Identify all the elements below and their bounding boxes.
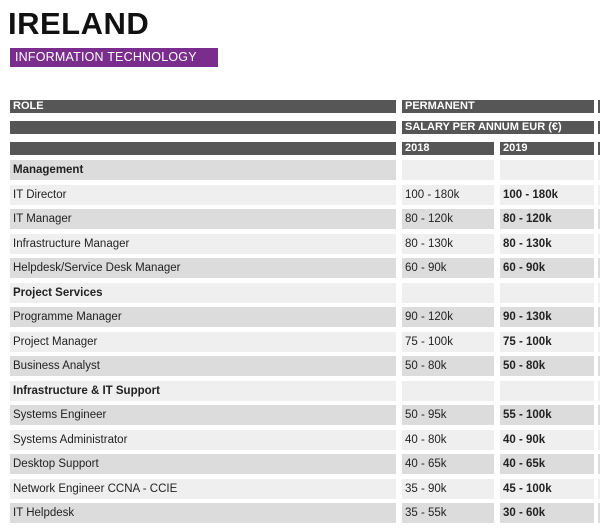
row-edge xyxy=(598,160,600,180)
row-edge xyxy=(598,454,600,474)
role-cell: Desktop Support xyxy=(10,454,396,474)
salary-cell: 40 - 65k xyxy=(402,454,494,474)
header-edge xyxy=(598,121,600,134)
role-cell: IT Director xyxy=(10,184,396,205)
role-cell: Project Manager xyxy=(10,331,396,352)
row-edge xyxy=(598,307,600,327)
salary-cell: 90 - 120k xyxy=(402,307,494,327)
role-cell: IT Manager xyxy=(10,209,396,229)
empty-cell xyxy=(500,282,594,303)
salary-cell: 80 - 120k xyxy=(402,209,494,229)
row-edge xyxy=(598,405,600,425)
empty-cell xyxy=(500,380,594,401)
salary-cell: 60 - 90k xyxy=(500,258,594,278)
row-edge xyxy=(598,478,600,499)
salary-cell: 40 - 90k xyxy=(500,429,594,450)
salary-cell: 90 - 130k xyxy=(500,307,594,327)
section-label: Project Services xyxy=(10,282,396,303)
empty-cell xyxy=(500,160,594,180)
salary-cell: 45 - 100k xyxy=(500,478,594,499)
salary-cell: 80 - 130k xyxy=(500,233,594,254)
salary-cell: 35 - 55k xyxy=(402,503,494,523)
salary-cell: 75 - 100k xyxy=(402,331,494,352)
header-edge xyxy=(598,142,600,155)
salary-cell: 75 - 100k xyxy=(500,331,594,352)
section-label: Infrastructure & IT Support xyxy=(10,380,396,401)
salary-cell: 60 - 90k xyxy=(402,258,494,278)
role-cell: Infrastructure Manager xyxy=(10,233,396,254)
row-edge xyxy=(598,356,600,376)
role-cell: Systems Engineer xyxy=(10,405,396,425)
type-header: PERMANENT xyxy=(402,100,594,113)
header-bar xyxy=(10,142,396,155)
row-edge xyxy=(598,258,600,278)
empty-cell xyxy=(402,380,494,401)
row-edge xyxy=(598,331,600,352)
section-label: Management xyxy=(10,160,396,180)
salary-cell: 80 - 130k xyxy=(402,233,494,254)
role-cell: Business Analyst xyxy=(10,356,396,376)
salary-cell: 55 - 100k xyxy=(500,405,594,425)
header-edge xyxy=(598,100,600,113)
unit-header: SALARY PER ANNUM EUR (€) xyxy=(402,121,594,134)
row-edge xyxy=(598,209,600,229)
role-cell: Programme Manager xyxy=(10,307,396,327)
role-cell: Network Engineer CCNA - CCIE xyxy=(10,478,396,499)
year-header: 2019 xyxy=(500,142,594,155)
year-header: 2018 xyxy=(402,142,494,155)
salary-cell: 40 - 65k xyxy=(500,454,594,474)
empty-cell xyxy=(402,282,494,303)
empty-cell xyxy=(402,160,494,180)
salary-cell: 50 - 95k xyxy=(402,405,494,425)
salary-cell: 30 - 60k xyxy=(500,503,594,523)
salary-cell: 50 - 80k xyxy=(500,356,594,376)
header-bar xyxy=(10,121,396,134)
row-edge xyxy=(598,233,600,254)
row-edge xyxy=(598,282,600,303)
salary-cell: 40 - 80k xyxy=(402,429,494,450)
salary-cell: 80 - 120k xyxy=(500,209,594,229)
page-title: IRELAND xyxy=(8,6,150,41)
salary-cell: 100 - 180k xyxy=(500,184,594,205)
role-cell: Helpdesk/Service Desk Manager xyxy=(10,258,396,278)
salary-cell: 50 - 80k xyxy=(402,356,494,376)
role-cell: Systems Administrator xyxy=(10,429,396,450)
salary-cell: 100 - 180k xyxy=(402,184,494,205)
row-edge xyxy=(598,429,600,450)
salary-cell: 35 - 90k xyxy=(402,478,494,499)
subtitle-badge: INFORMATION TECHNOLOGY xyxy=(10,48,218,67)
row-edge xyxy=(598,380,600,401)
row-edge xyxy=(598,184,600,205)
role-cell: IT Helpdesk xyxy=(10,503,396,523)
row-edge xyxy=(598,503,600,523)
role-header: ROLE xyxy=(10,100,396,113)
